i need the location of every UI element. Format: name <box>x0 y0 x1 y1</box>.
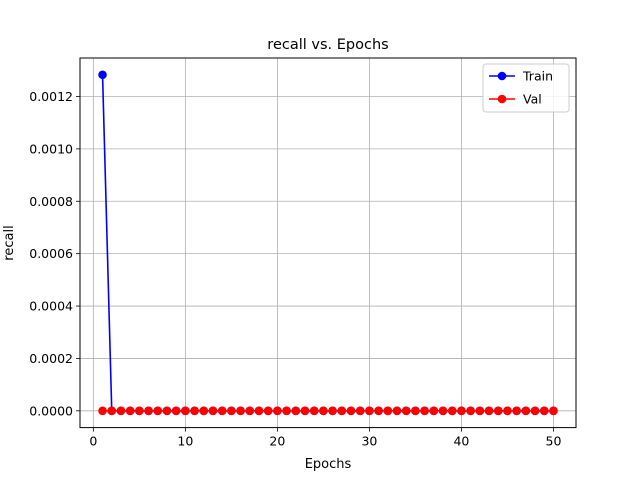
data-point-val <box>530 406 540 416</box>
x-tick-label: 50 <box>546 434 562 449</box>
data-point-val <box>236 406 245 416</box>
data-point-val <box>429 406 439 416</box>
plot-area <box>98 70 558 416</box>
data-point-val <box>383 406 393 416</box>
y-tick-label: 0.0006 <box>29 246 73 261</box>
data-point-val <box>135 406 144 416</box>
data-point-val <box>420 406 429 416</box>
data-point-val <box>355 406 365 416</box>
x-tick-label: 10 <box>177 434 193 449</box>
data-point-val <box>512 406 521 416</box>
data-point-train <box>98 70 107 80</box>
data-point-val <box>162 406 172 416</box>
data-point-val <box>291 406 301 416</box>
data-point-val <box>300 406 310 416</box>
data-point-val <box>503 406 512 416</box>
data-point-val <box>374 406 383 416</box>
legend-marker-train <box>497 71 507 81</box>
grid-lines <box>80 58 576 428</box>
y-tick-label: 0.0004 <box>29 299 73 314</box>
data-point-val <box>254 406 264 416</box>
data-point-val <box>392 406 402 416</box>
y-axis-ticks: 0.0000 0.0002 0.0004 0.0006 0.0008 0.0010 0.00… <box>29 89 80 418</box>
y-axis-label: recall <box>2 225 17 260</box>
data-point-val <box>116 406 126 416</box>
axes-frame <box>79 57 577 429</box>
data-point-val <box>401 406 411 416</box>
y-tick-label: 0.0010 <box>29 141 73 156</box>
data-point-val <box>319 406 328 416</box>
data-point-val <box>549 406 558 416</box>
y-tick-label: 0.0008 <box>29 194 73 209</box>
data-point-val <box>438 406 448 416</box>
data-point-val <box>337 406 347 416</box>
data-point-val <box>484 406 494 416</box>
data-point-val <box>521 406 531 416</box>
data-point-val <box>144 406 153 416</box>
data-point-val <box>328 406 337 416</box>
x-tick-label: 0 <box>89 434 97 449</box>
data-point-val <box>181 406 190 416</box>
data-point-val <box>245 406 255 416</box>
y-tick-label: 0.0012 <box>29 89 73 104</box>
data-point-val <box>411 406 420 416</box>
legend-label-val: Val <box>523 92 542 107</box>
y-tick-label: 0.0000 <box>29 403 73 418</box>
x-axis-label: Epochs <box>305 457 352 472</box>
data-point-val <box>227 406 236 416</box>
data-point-val <box>457 406 466 416</box>
data-point-val <box>282 406 291 416</box>
chart-title: recall vs. Epochs <box>267 37 388 53</box>
data-point-val <box>98 406 107 416</box>
data-point-val <box>475 406 485 416</box>
data-point-val <box>190 406 199 416</box>
x-tick-label: 30 <box>361 434 377 449</box>
x-tick-label: 20 <box>269 434 285 449</box>
x-axis-ticks: 0 10 20 30 40 50 <box>89 427 562 449</box>
legend-label-train: Train <box>522 69 553 84</box>
data-point-val <box>125 406 135 416</box>
data-point-val <box>273 406 282 416</box>
data-point-val <box>493 406 503 416</box>
data-point-val <box>447 406 457 416</box>
data-point-val <box>208 406 218 416</box>
data-point-val <box>365 406 374 416</box>
data-point-val <box>217 406 227 416</box>
x-tick-label: 40 <box>453 434 469 449</box>
data-point-val <box>153 406 163 416</box>
data-point-val <box>309 406 319 416</box>
legend: Train Val <box>482 63 570 113</box>
data-point-val <box>199 406 209 416</box>
legend-marker-val <box>497 94 507 104</box>
series-line-train <box>101 74 554 412</box>
data-point-val <box>466 406 475 416</box>
data-point-val <box>539 406 549 416</box>
data-point-val <box>107 406 117 416</box>
data-point-val <box>171 406 181 416</box>
y-tick-label: 0.0002 <box>29 351 73 366</box>
data-point-val <box>346 406 356 416</box>
data-point-val <box>263 406 273 416</box>
